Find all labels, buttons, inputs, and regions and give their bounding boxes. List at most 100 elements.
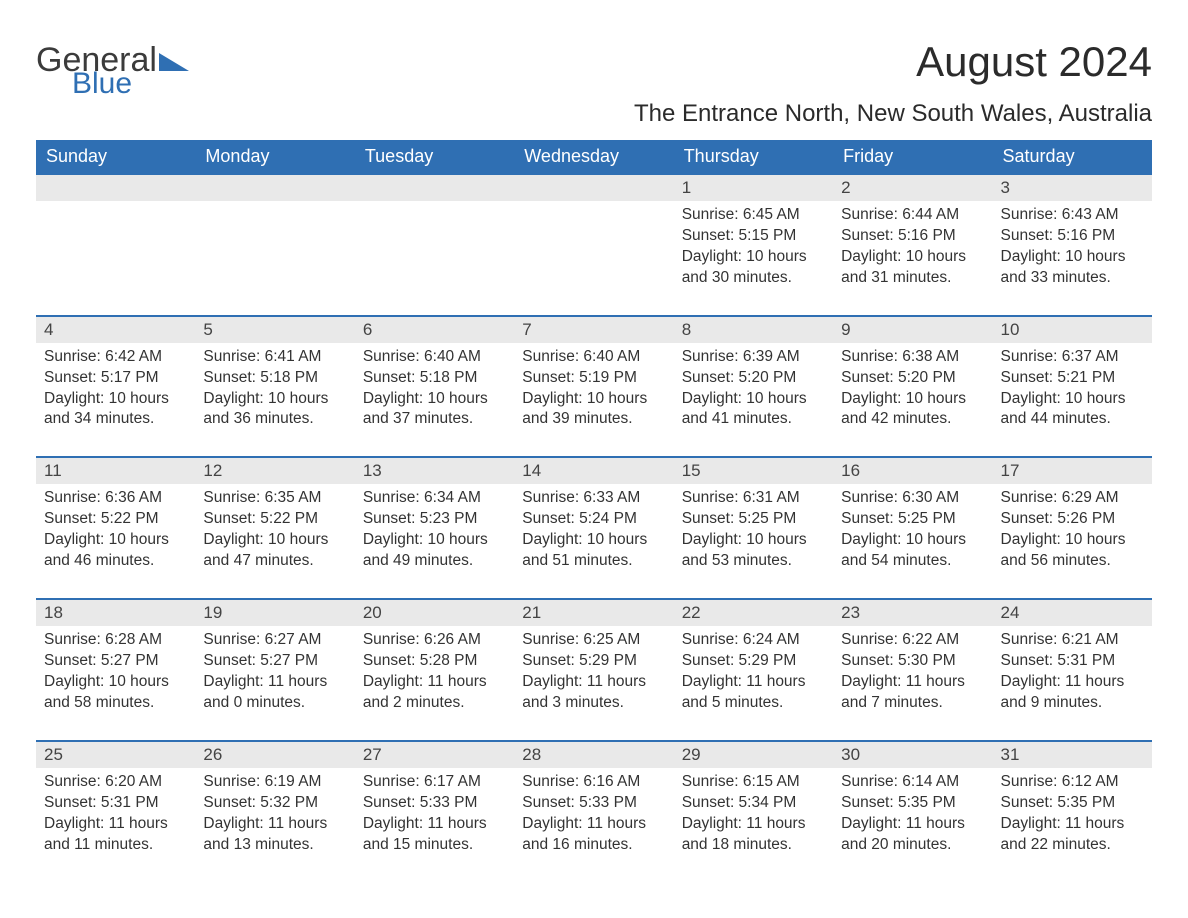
calendar-day-cell: 29Sunrise: 6:15 AMSunset: 5:34 PMDayligh… (674, 741, 833, 882)
calendar-day-cell: 27Sunrise: 6:17 AMSunset: 5:33 PMDayligh… (355, 741, 514, 882)
day-daylight2: and 31 minutes. (841, 268, 984, 289)
day-sunset: Sunset: 5:16 PM (1001, 226, 1144, 247)
day-number (36, 175, 195, 201)
day-daylight1: Daylight: 10 hours (682, 247, 825, 268)
day-sunrise: Sunrise: 6:15 AM (682, 772, 825, 793)
day-sunrise: Sunrise: 6:33 AM (522, 488, 665, 509)
location-subtitle: The Entrance North, New South Wales, Aus… (634, 100, 1152, 128)
day-daylight1: Daylight: 10 hours (203, 530, 346, 551)
calendar-day-cell: 3 Sunrise: 6:43 AMSunset: 5:16 PMDaylight… (993, 174, 1152, 316)
day-sunset: Sunset: 5:18 PM (203, 368, 346, 389)
day-daylight1: Daylight: 11 hours (682, 672, 825, 693)
day-daylight2: and 58 minutes. (44, 693, 187, 714)
day-body: Sunrise: 6:16 AMSunset: 5:33 PMDaylight:… (514, 768, 673, 882)
day-sunset: Sunset: 5:18 PM (363, 368, 506, 389)
day-daylight1: Daylight: 10 hours (1001, 530, 1144, 551)
day-daylight1: Daylight: 10 hours (841, 389, 984, 410)
day-sunrise: Sunrise: 6:43 AM (1001, 205, 1144, 226)
calendar-day-cell: 26Sunrise: 6:19 AMSunset: 5:32 PMDayligh… (195, 741, 354, 882)
day-sunset: Sunset: 5:25 PM (682, 509, 825, 530)
day-sunset: Sunset: 5:15 PM (682, 226, 825, 247)
day-body: Sunrise: 6:30 AMSunset: 5:25 PMDaylight:… (833, 484, 992, 598)
day-sunset: Sunset: 5:31 PM (1001, 651, 1144, 672)
day-sunset: Sunset: 5:28 PM (363, 651, 506, 672)
day-daylight1: Daylight: 10 hours (1001, 247, 1144, 268)
day-sunrise: Sunrise: 6:39 AM (682, 347, 825, 368)
day-sunrise: Sunrise: 6:14 AM (841, 772, 984, 793)
calendar-header-row: SundayMondayTuesdayWednesdayThursdayFrid… (36, 140, 1152, 174)
day-sunset: Sunset: 5:20 PM (841, 368, 984, 389)
day-body: Sunrise: 6:19 AMSunset: 5:32 PMDaylight:… (195, 768, 354, 882)
day-sunset: Sunset: 5:21 PM (1001, 368, 1144, 389)
day-body (195, 201, 354, 297)
calendar-day-cell: 14Sunrise: 6:33 AMSunset: 5:24 PMDayligh… (514, 457, 673, 599)
calendar-day-cell: 19Sunrise: 6:27 AMSunset: 5:27 PMDayligh… (195, 599, 354, 741)
day-daylight1: Daylight: 11 hours (203, 814, 346, 835)
day-number: 6 (355, 317, 514, 343)
day-body: Sunrise: 6:17 AMSunset: 5:33 PMDaylight:… (355, 768, 514, 882)
day-sunset: Sunset: 5:25 PM (841, 509, 984, 530)
day-sunset: Sunset: 5:34 PM (682, 793, 825, 814)
day-daylight2: and 3 minutes. (522, 693, 665, 714)
calendar-day-cell: 7Sunrise: 6:40 AMSunset: 5:19 PMDaylight… (514, 316, 673, 458)
calendar-day-cell: 4Sunrise: 6:42 AMSunset: 5:17 PMDaylight… (36, 316, 195, 458)
day-sunrise: Sunrise: 6:36 AM (44, 488, 187, 509)
day-daylight1: Daylight: 10 hours (522, 389, 665, 410)
day-daylight2: and 44 minutes. (1001, 409, 1144, 430)
day-sunrise: Sunrise: 6:40 AM (522, 347, 665, 368)
day-daylight2: and 47 minutes. (203, 551, 346, 572)
calendar-table: SundayMondayTuesdayWednesdayThursdayFrid… (36, 140, 1152, 881)
calendar-day-cell: 8Sunrise: 6:39 AMSunset: 5:20 PMDaylight… (674, 316, 833, 458)
day-number: 1 (674, 175, 833, 201)
day-sunset: Sunset: 5:35 PM (841, 793, 984, 814)
day-sunrise: Sunrise: 6:27 AM (203, 630, 346, 651)
day-body: Sunrise: 6:28 AMSunset: 5:27 PMDaylight:… (36, 626, 195, 740)
day-daylight1: Daylight: 10 hours (1001, 389, 1144, 410)
day-sunset: Sunset: 5:24 PM (522, 509, 665, 530)
day-body (514, 201, 673, 297)
day-number: 28 (514, 742, 673, 768)
day-body (355, 201, 514, 297)
day-daylight1: Daylight: 11 hours (682, 814, 825, 835)
day-daylight2: and 13 minutes. (203, 835, 346, 856)
day-sunrise: Sunrise: 6:28 AM (44, 630, 187, 651)
day-number: 19 (195, 600, 354, 626)
day-number: 24 (993, 600, 1152, 626)
calendar-week-row: 18Sunrise: 6:28 AMSunset: 5:27 PMDayligh… (36, 599, 1152, 741)
day-number: 12 (195, 458, 354, 484)
day-body: Sunrise: 6:27 AMSunset: 5:27 PMDaylight:… (195, 626, 354, 740)
day-sunrise: Sunrise: 6:41 AM (203, 347, 346, 368)
calendar-day-cell (36, 174, 195, 316)
day-daylight1: Daylight: 11 hours (522, 814, 665, 835)
day-number: 11 (36, 458, 195, 484)
day-number: 23 (833, 600, 992, 626)
day-sunset: Sunset: 5:29 PM (522, 651, 665, 672)
weekday-header: Wednesday (514, 140, 673, 174)
day-sunrise: Sunrise: 6:30 AM (841, 488, 984, 509)
day-sunset: Sunset: 5:16 PM (841, 226, 984, 247)
day-sunrise: Sunrise: 6:35 AM (203, 488, 346, 509)
day-sunset: Sunset: 5:30 PM (841, 651, 984, 672)
day-body: Sunrise: 6:12 AMSunset: 5:35 PMDaylight:… (993, 768, 1152, 882)
day-number: 27 (355, 742, 514, 768)
day-sunset: Sunset: 5:19 PM (522, 368, 665, 389)
day-number: 20 (355, 600, 514, 626)
day-daylight1: Daylight: 10 hours (363, 389, 506, 410)
day-daylight2: and 54 minutes. (841, 551, 984, 572)
day-sunrise: Sunrise: 6:26 AM (363, 630, 506, 651)
calendar-day-cell: 9Sunrise: 6:38 AMSunset: 5:20 PMDaylight… (833, 316, 992, 458)
day-number: 5 (195, 317, 354, 343)
day-sunrise: Sunrise: 6:31 AM (682, 488, 825, 509)
calendar-week-row: 1Sunrise: 6:45 AMSunset: 5:15 PMDaylight… (36, 174, 1152, 316)
day-sunrise: Sunrise: 6:19 AM (203, 772, 346, 793)
day-sunset: Sunset: 5:32 PM (203, 793, 346, 814)
day-sunrise: Sunrise: 6:21 AM (1001, 630, 1144, 651)
day-number: 3 (993, 175, 1152, 201)
day-number: 31 (993, 742, 1152, 768)
day-daylight2: and 49 minutes. (363, 551, 506, 572)
day-sunrise: Sunrise: 6:45 AM (682, 205, 825, 226)
weekday-header: Thursday (674, 140, 833, 174)
calendar-day-cell: 24Sunrise: 6:21 AMSunset: 5:31 PMDayligh… (993, 599, 1152, 741)
day-number: 17 (993, 458, 1152, 484)
day-daylight2: and 22 minutes. (1001, 835, 1144, 856)
